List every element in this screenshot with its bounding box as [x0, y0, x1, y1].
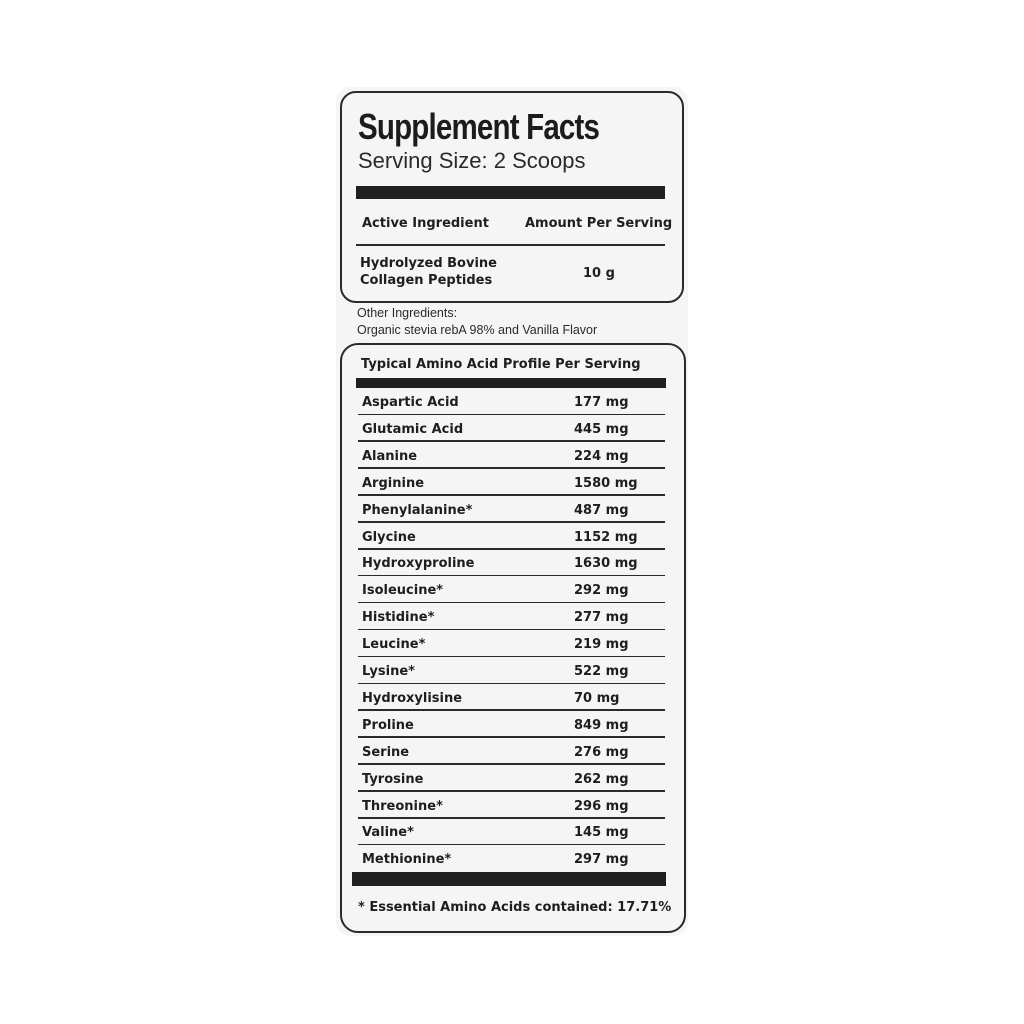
table-row: Hydroxyproline 1630 mg [358, 550, 665, 577]
row-divider [358, 413, 665, 415]
amino-acid-name: Methionine* [362, 852, 452, 868]
amino-acid-name: Threonine* [362, 798, 443, 814]
amino-acid-amount: 1580 mg [574, 475, 638, 491]
row-divider [358, 817, 665, 819]
amino-acid-name: Serine [362, 744, 410, 760]
row-divider [358, 790, 665, 792]
amino-acid-amount: 276 mg [574, 744, 629, 760]
row-divider [358, 521, 665, 523]
amino-acid-amount: 219 mg [574, 637, 629, 653]
ingredient-amount: 10 g [583, 266, 615, 281]
amino-acid-amount: 145 mg [574, 825, 629, 841]
table-row: Valine* 145 mg [358, 819, 665, 846]
amino-acid-name: Hydroxylisine [362, 690, 463, 706]
ingredient-name-line1: Hydrolyzed Bovine [360, 256, 497, 271]
amino-acid-amount: 849 mg [574, 717, 629, 733]
table-row: Glutamic Acid 445 mg [358, 416, 665, 442]
row-divider [358, 682, 665, 684]
amino-acid-amount: 292 mg [574, 583, 629, 599]
amino-footnote: * Essential Amino Acids contained: 17.71… [358, 900, 672, 915]
table-row: Isoleucine* 292 mg [358, 577, 665, 604]
amino-acid-amount: 70 mg [574, 690, 620, 706]
amino-acid-name: Aspartic Acid [362, 395, 459, 410]
table-row: Phenylalanine* 487 mg [358, 497, 665, 523]
amino-acid-name: Alanine [362, 448, 418, 464]
amino-acid-name: Isoleucine* [362, 583, 444, 599]
row-divider [358, 628, 665, 631]
amino-acid-name: Glycine [362, 529, 416, 545]
amino-acid-amount: 297 mg [574, 852, 629, 868]
table-row: Methionine* 297 mg [360, 846, 665, 872]
divider-bar [352, 872, 666, 886]
table-row: Threonine* 296 mg [358, 793, 665, 819]
amino-acid-name: Histidine* [362, 610, 435, 626]
row-divider [358, 843, 665, 846]
divider-bar [356, 378, 666, 388]
supplement-facts-box [340, 91, 684, 303]
amino-acid-name: Glutamic Acid [362, 421, 464, 437]
amino-acid-name: Leucine* [362, 637, 426, 653]
table-row: Lysine* 522 mg [358, 658, 665, 684]
row-divider [358, 736, 665, 738]
table-row: Glycine 1152 mg [358, 524, 665, 550]
table-row: Leucine* 219 mg [358, 631, 665, 658]
table-row: Histidine* 277 mg [358, 604, 665, 631]
amino-acid-name: Hydroxyproline [362, 556, 475, 572]
amino-acid-amount: 262 mg [574, 771, 629, 787]
table-row: Arginine 1580 mg [358, 470, 665, 496]
amino-acid-amount: 1630 mg [574, 556, 638, 572]
table-row: Serine 276 mg [358, 739, 665, 765]
row-divider [358, 601, 665, 604]
amino-acid-name: Phenylalanine* [362, 502, 473, 518]
table-row: Alanine 224 mg [358, 443, 665, 469]
supplement-label [336, 87, 688, 936]
table-row: Proline 849 mg [358, 712, 665, 738]
table-row: Tyrosine 262 mg [358, 766, 665, 792]
amino-acid-name: Arginine [362, 475, 425, 491]
other-ingredients-text: Organic stevia rebA 98% and Vanilla Flav… [357, 323, 598, 337]
header-amount-per-serving: Amount Per Serving [525, 216, 673, 231]
row-divider [358, 548, 665, 550]
row-divider [358, 763, 665, 765]
serving-size: Serving Size: 2 Scoops [358, 148, 586, 173]
divider-rule [356, 244, 665, 246]
amino-acid-amount: 296 mg [574, 798, 629, 814]
row-divider [358, 655, 665, 658]
row-divider [358, 440, 665, 442]
amino-acid-amount: 177 mg [574, 395, 629, 410]
row-divider [358, 494, 665, 496]
amino-acid-amount: 224 mg [574, 448, 629, 464]
row-divider [358, 574, 665, 577]
ingredient-name-line2: Collagen Peptides [360, 273, 493, 288]
amino-acid-amount: 487 mg [574, 502, 629, 518]
row-divider [358, 467, 665, 469]
amino-acid-name: Proline [362, 717, 414, 733]
other-ingredients-label: Other Ingredients: [357, 306, 458, 320]
amino-acid-name: Tyrosine [362, 771, 424, 787]
amino-acid-name: Valine* [362, 825, 414, 841]
table-row: Hydroxylisine 70 mg [358, 685, 665, 711]
amino-acid-amount: 445 mg [574, 421, 629, 437]
amino-acid-amount: 277 mg [574, 610, 629, 626]
table-row: Aspartic Acid 177 mg [358, 389, 665, 415]
header-active-ingredient: Active Ingredient [362, 216, 489, 231]
amino-acid-name: Lysine* [362, 664, 415, 679]
amino-acid-amount: 1152 mg [574, 529, 638, 545]
amino-profile-heading: Typical Amino Acid Profile Per Serving [361, 357, 641, 372]
row-divider [358, 709, 665, 711]
amino-acid-amount: 522 mg [574, 664, 629, 679]
label-title: Supplement Facts [358, 106, 600, 147]
divider-bar [356, 186, 665, 199]
amino-acid-box [340, 343, 686, 933]
